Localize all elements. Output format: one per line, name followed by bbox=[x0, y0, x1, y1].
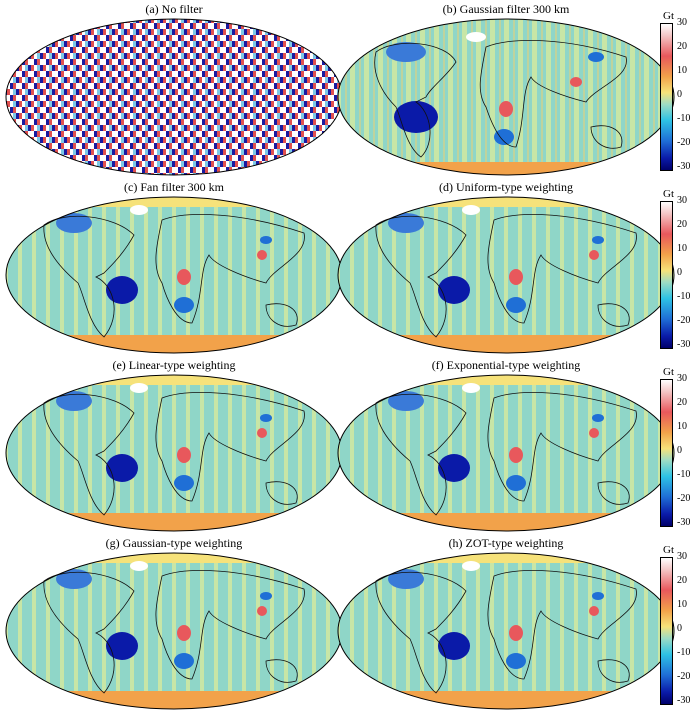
colorbar-tick: -30 bbox=[677, 517, 691, 528]
map-exponential-weighting bbox=[337, 374, 675, 532]
colorbar-tick: -20 bbox=[677, 493, 691, 504]
colorbar-tick: 10 bbox=[677, 65, 687, 76]
colorbar-tick: -10 bbox=[677, 647, 691, 658]
colorbar-tick: 30 bbox=[677, 373, 687, 384]
map-linear-weighting bbox=[5, 374, 343, 532]
colorbar-tick: 20 bbox=[677, 219, 687, 230]
colorbar-unit: Gt bbox=[663, 366, 674, 378]
colorbar-tick: -10 bbox=[677, 113, 691, 124]
colorbar-gradient bbox=[660, 557, 673, 705]
colorbar-tick: -10 bbox=[677, 469, 691, 480]
panel-title: (b) Gaussian filter 300 km bbox=[442, 2, 570, 16]
map-fan-filter bbox=[5, 196, 343, 354]
colorbar-tick: -30 bbox=[677, 695, 691, 706]
colorbar-tick: 20 bbox=[677, 575, 687, 586]
map-gaussian-filter bbox=[337, 18, 675, 176]
panel-title: (h) ZOT-type weighting bbox=[448, 536, 564, 550]
panel-title: (d) Uniform-type weighting bbox=[439, 180, 573, 194]
colorbar-gradient bbox=[660, 23, 673, 171]
colorbar-tick: 20 bbox=[677, 397, 687, 408]
panel-title: (c) Fan filter 300 km bbox=[124, 180, 224, 194]
colorbar-tick: -10 bbox=[677, 291, 691, 302]
colorbar: Gt 30 20 10 0 -10 -20 -30 bbox=[660, 10, 700, 175]
map-no-filter bbox=[5, 18, 343, 176]
panel-title: (a) No filter bbox=[145, 2, 203, 16]
colorbar-gradient bbox=[660, 201, 673, 349]
colorbar-tick: -30 bbox=[677, 339, 691, 350]
panel-title: (e) Linear-type weighting bbox=[112, 358, 236, 372]
colorbar-tick: -20 bbox=[677, 315, 691, 326]
colorbar-tick: 30 bbox=[677, 195, 687, 206]
colorbar-tick: -30 bbox=[677, 161, 691, 172]
panel-title: (f) Exponential-type weighting bbox=[431, 358, 581, 372]
colorbar-tick: 30 bbox=[677, 17, 687, 28]
colorbar: Gt 30 20 10 0 -10 -20 -30 bbox=[660, 366, 700, 531]
colorbar-tick: -20 bbox=[677, 671, 691, 682]
colorbar-tick: 10 bbox=[677, 243, 687, 254]
colorbar: Gt 30 20 10 0 -10 -20 -30 bbox=[660, 188, 700, 353]
colorbar-tick: 0 bbox=[677, 89, 682, 100]
colorbar-tick: 10 bbox=[677, 599, 687, 610]
colorbar-tick: 0 bbox=[677, 267, 682, 278]
map-gaussian-weighting bbox=[5, 552, 343, 710]
colorbar-unit: Gt bbox=[663, 544, 674, 556]
colorbar-tick: 30 bbox=[677, 551, 687, 562]
map-zot-weighting bbox=[337, 552, 675, 710]
colorbar-tick: -20 bbox=[677, 137, 691, 148]
colorbar-tick: 20 bbox=[677, 41, 687, 52]
colorbar-gradient bbox=[660, 379, 673, 527]
colorbar: Gt 30 20 10 0 -10 -20 -30 bbox=[660, 544, 700, 709]
colorbar-tick: 0 bbox=[677, 623, 682, 634]
colorbar-tick: 10 bbox=[677, 421, 687, 432]
panel-title: (g) Gaussian-type weighting bbox=[105, 536, 243, 550]
colorbar-tick: 0 bbox=[677, 445, 682, 456]
colorbar-unit: Gt bbox=[663, 188, 674, 200]
colorbar-unit: Gt bbox=[663, 10, 674, 22]
map-uniform-weighting bbox=[337, 196, 675, 354]
